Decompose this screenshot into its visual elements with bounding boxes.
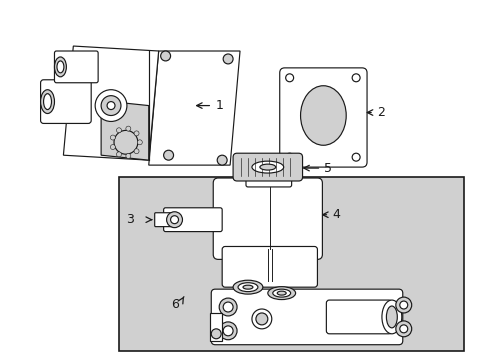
Ellipse shape: [300, 86, 346, 145]
Text: 4: 4: [332, 208, 340, 221]
FancyBboxPatch shape: [211, 289, 402, 345]
Bar: [119, 177, 463, 351]
Circle shape: [110, 135, 115, 140]
FancyBboxPatch shape: [325, 300, 391, 334]
Ellipse shape: [381, 300, 401, 334]
Circle shape: [399, 301, 407, 309]
Ellipse shape: [43, 94, 51, 109]
Ellipse shape: [272, 289, 290, 297]
FancyBboxPatch shape: [213, 178, 322, 260]
Circle shape: [161, 51, 170, 61]
FancyBboxPatch shape: [41, 80, 91, 123]
Ellipse shape: [251, 161, 283, 173]
Ellipse shape: [277, 291, 285, 295]
Circle shape: [285, 74, 293, 82]
Text: 3: 3: [126, 213, 134, 226]
Ellipse shape: [41, 90, 54, 113]
FancyBboxPatch shape: [154, 213, 174, 227]
Circle shape: [125, 153, 131, 158]
Circle shape: [110, 145, 115, 149]
Ellipse shape: [259, 164, 275, 170]
Text: 2: 2: [376, 106, 384, 119]
Circle shape: [101, 96, 121, 116]
Circle shape: [170, 216, 178, 224]
Circle shape: [217, 155, 226, 165]
Circle shape: [211, 329, 221, 339]
FancyBboxPatch shape: [163, 208, 222, 231]
Circle shape: [285, 153, 293, 161]
Circle shape: [134, 149, 139, 154]
Polygon shape: [148, 51, 240, 165]
Circle shape: [134, 131, 139, 136]
Circle shape: [137, 140, 142, 145]
Ellipse shape: [54, 57, 66, 77]
Circle shape: [166, 212, 182, 228]
FancyBboxPatch shape: [222, 247, 317, 287]
Circle shape: [107, 102, 115, 109]
Ellipse shape: [57, 61, 64, 73]
Circle shape: [255, 313, 267, 325]
Circle shape: [163, 150, 173, 160]
Ellipse shape: [243, 285, 252, 289]
FancyBboxPatch shape: [54, 51, 98, 83]
Ellipse shape: [238, 283, 257, 292]
Circle shape: [251, 309, 271, 329]
Circle shape: [116, 152, 121, 157]
Circle shape: [399, 325, 407, 333]
Circle shape: [114, 130, 138, 154]
Ellipse shape: [386, 306, 396, 328]
FancyBboxPatch shape: [245, 169, 291, 187]
Circle shape: [223, 326, 233, 336]
Bar: [210, 313, 222, 341]
Text: 6: 6: [171, 297, 179, 311]
Ellipse shape: [233, 280, 263, 294]
Text: 1: 1: [215, 99, 223, 112]
Circle shape: [219, 322, 237, 340]
Circle shape: [125, 126, 131, 131]
Circle shape: [351, 74, 359, 82]
FancyBboxPatch shape: [279, 68, 366, 167]
Circle shape: [223, 54, 233, 64]
Ellipse shape: [267, 287, 295, 300]
FancyBboxPatch shape: [233, 153, 302, 181]
Polygon shape: [63, 46, 158, 160]
Circle shape: [116, 128, 121, 133]
Circle shape: [395, 321, 411, 337]
Circle shape: [395, 297, 411, 313]
Polygon shape: [101, 100, 148, 160]
Text: 5: 5: [324, 162, 332, 175]
Circle shape: [219, 298, 237, 316]
Circle shape: [351, 153, 359, 161]
Circle shape: [95, 90, 127, 121]
Circle shape: [223, 302, 233, 312]
